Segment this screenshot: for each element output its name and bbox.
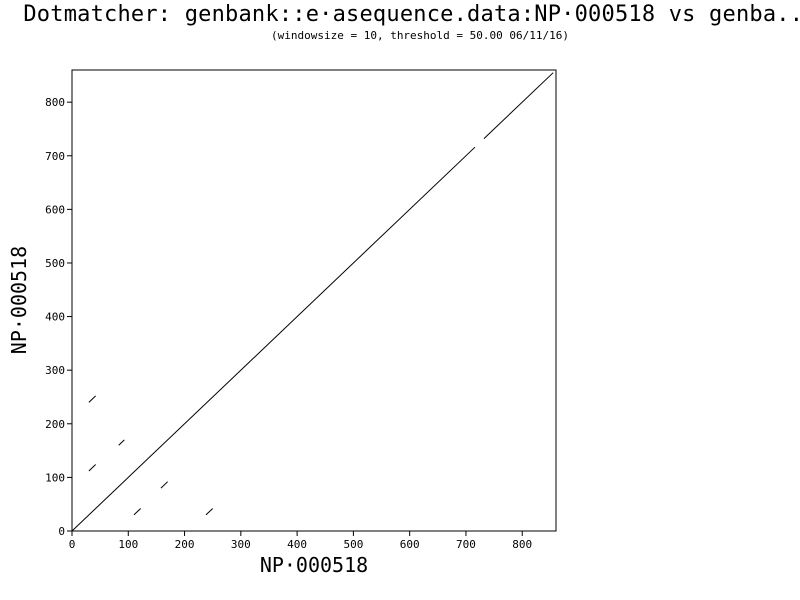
x-tick-label: 600: [400, 538, 420, 551]
x-tick-label: 100: [118, 538, 138, 551]
match-segment: [88, 464, 96, 472]
y-tick-label: 600: [45, 203, 65, 216]
x-axis-label: NP·000518: [260, 553, 368, 577]
x-tick-label: 500: [343, 538, 363, 551]
match-segment: [118, 439, 125, 446]
y-tick-label: 100: [45, 471, 65, 484]
y-axis-label: NP·000518: [7, 246, 31, 354]
x-tick-label: 800: [512, 538, 532, 551]
chart-subtitle: (windowsize = 10, threshold = 50.00 06/1…: [270, 29, 569, 42]
y-tick-label: 500: [45, 257, 65, 270]
x-axis: 0 100 200 300 400 500 600 700 800: [69, 531, 532, 551]
match-segment: [160, 481, 169, 489]
y-tick-label: 800: [45, 96, 65, 109]
plot-frame: [71, 69, 557, 532]
chart-title: Dotmatcher: genbank::e·asequence.data:NP…: [23, 2, 800, 27]
x-tick-label: 200: [175, 538, 195, 551]
match-segment: [205, 508, 214, 516]
x-tick-label: 300: [231, 538, 251, 551]
x-tick-label: 700: [456, 538, 476, 551]
match-segment: [483, 72, 554, 139]
y-tick-label: 300: [45, 364, 65, 377]
y-tick-label: 200: [45, 418, 65, 431]
match-segment: [71, 146, 476, 532]
match-segment: [88, 395, 96, 403]
match-segments: [71, 72, 554, 532]
y-axis: 0 100 200 300 400 500 600 700 800: [45, 96, 72, 538]
x-tick-label: 0: [69, 538, 76, 551]
x-tick-label: 400: [287, 538, 307, 551]
y-tick-label: 700: [45, 150, 65, 163]
y-tick-label: 400: [45, 311, 65, 324]
match-segment: [133, 508, 142, 516]
y-tick-label: 0: [58, 525, 65, 538]
